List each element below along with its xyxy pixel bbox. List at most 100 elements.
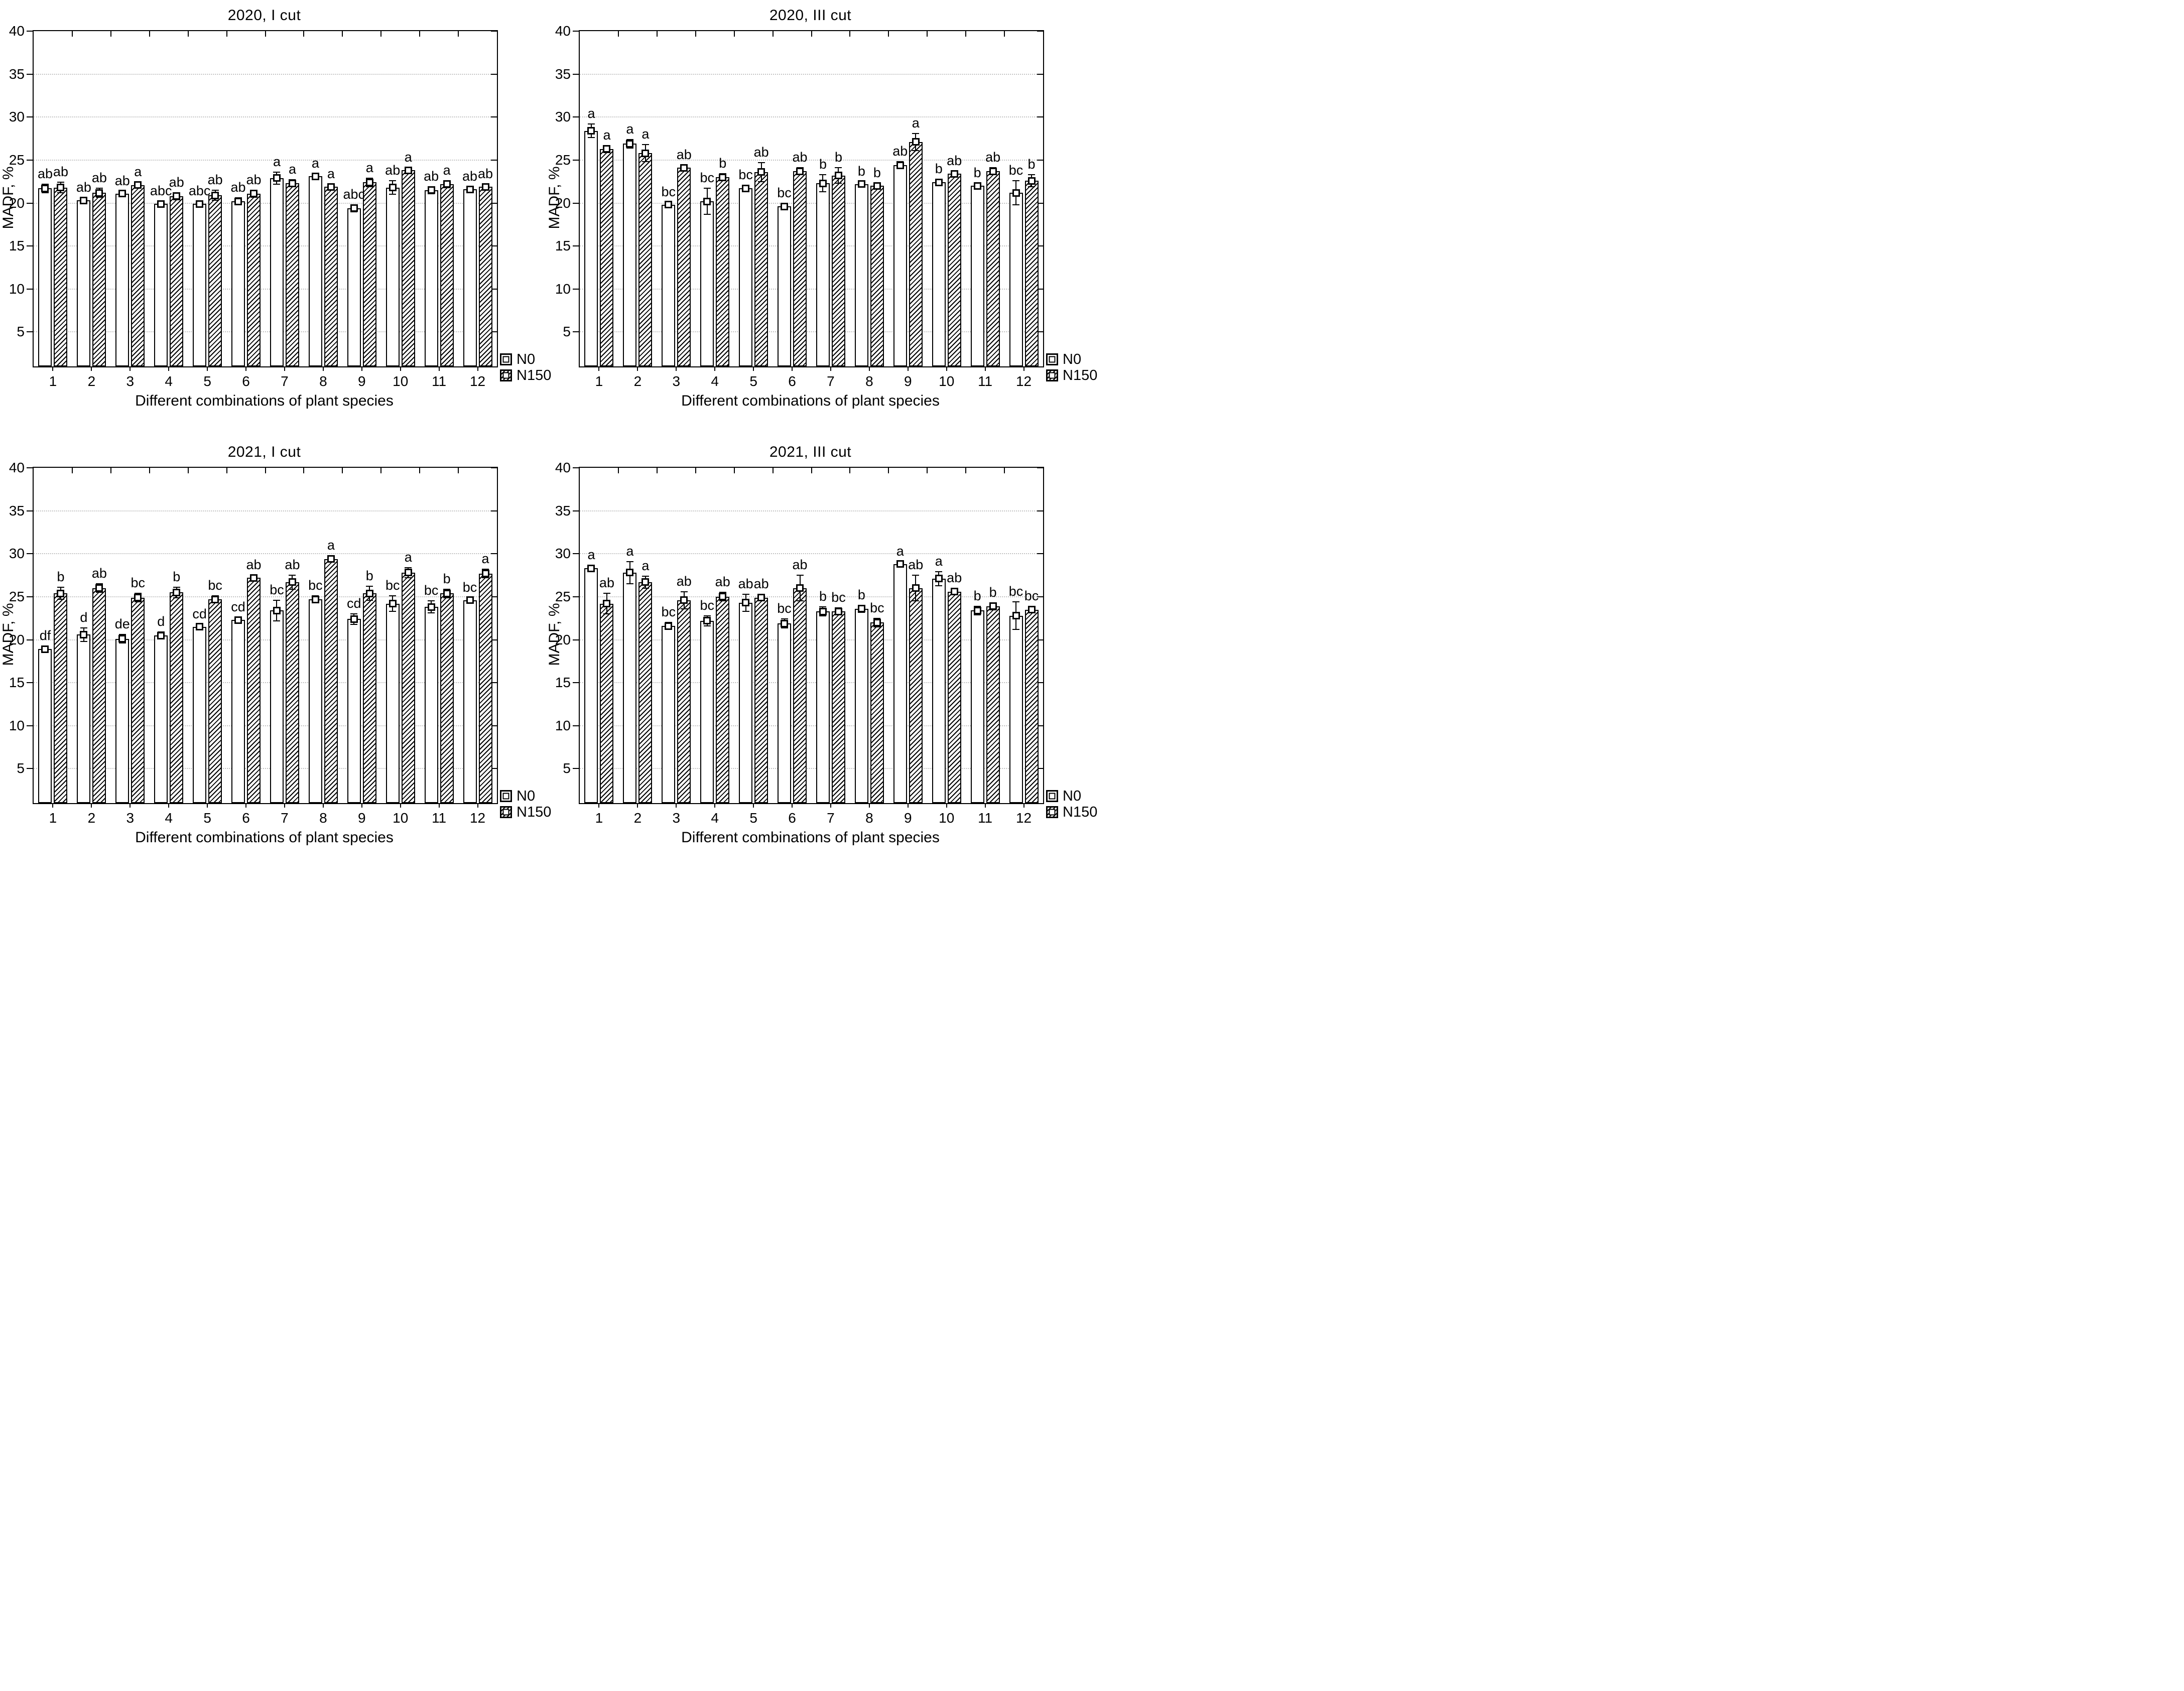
bar-n150 <box>947 174 961 366</box>
top-tick-mark <box>656 468 658 473</box>
y-tick-mark <box>27 331 34 333</box>
y-tick-mark <box>1037 288 1043 290</box>
bar-n150 <box>870 622 884 803</box>
bar-top-marker <box>757 594 765 602</box>
x-tick-label: 4 <box>165 810 173 826</box>
x-tick-label: 12 <box>1015 810 1032 826</box>
bar-n150 <box>831 175 845 366</box>
bar-top-marker <box>365 178 373 186</box>
x-tick-label: 4 <box>165 373 173 389</box>
y-tick-mark <box>491 768 497 769</box>
bar-top-marker <box>427 603 435 611</box>
y-tick-label: 10 <box>9 281 25 297</box>
bar-n150 <box>285 582 299 803</box>
x-tick-label: 10 <box>393 810 409 826</box>
n0-open-square-icon <box>500 790 512 802</box>
y-tick-mark <box>27 159 34 161</box>
x-tick-mark <box>984 366 986 371</box>
error-bar-cap-bottom <box>835 183 842 184</box>
error-bar-cap-bottom <box>1028 186 1036 188</box>
n150-hatched-square-icon <box>1046 369 1058 381</box>
top-tick-mark <box>849 31 851 37</box>
y-tick-mark <box>1037 73 1043 75</box>
x-tick-mark <box>714 803 716 808</box>
top-tick-mark <box>458 31 459 37</box>
significance-letter: ab <box>114 173 130 188</box>
bar-top-marker <box>781 619 789 627</box>
x-tick-label: 12 <box>1015 373 1032 389</box>
bar-n0 <box>115 638 130 803</box>
bar-top-marker <box>95 189 103 197</box>
error-bar-cap-top <box>719 592 726 593</box>
y-tick-label: 25 <box>9 152 25 168</box>
legend-item-n150: N150 <box>500 805 551 819</box>
bar-n0 <box>386 187 400 366</box>
significance-letter: ab <box>53 164 68 180</box>
bar-top-marker <box>481 570 489 578</box>
x-tick-label: 5 <box>749 373 757 389</box>
n150-hatched-square-icon <box>1046 806 1058 818</box>
x-tick-mark <box>168 366 170 371</box>
gridline <box>580 159 1043 161</box>
significance-letter: ab <box>676 573 692 589</box>
y-tick-label: 30 <box>555 546 571 562</box>
bar-n0 <box>308 599 322 803</box>
error-bar-cap-bottom <box>587 137 595 139</box>
bar-top-marker <box>834 172 842 180</box>
bar-n0 <box>193 204 207 366</box>
error-bar-cap-bottom <box>680 608 688 609</box>
significance-letter: ab <box>947 153 962 169</box>
significance-letter: a <box>327 537 335 553</box>
n0-open-square-icon <box>1046 353 1058 365</box>
bar-top-marker <box>404 166 412 174</box>
significance-letter: bc <box>777 601 792 616</box>
error-bar-cap-bottom <box>935 585 943 586</box>
bar-top-marker <box>950 170 958 178</box>
x-tick-mark <box>207 366 208 371</box>
significance-letter: a <box>481 551 489 567</box>
x-tick-mark <box>52 803 54 808</box>
error-bar-cap-top <box>819 174 827 176</box>
significance-letter: a <box>404 150 412 165</box>
error-bar-cap-top <box>626 561 633 562</box>
error-bar-cap-top <box>273 171 281 173</box>
bar-top-marker <box>250 574 258 582</box>
bar-n150 <box>208 195 222 366</box>
y-tick-mark <box>27 31 34 32</box>
gridline <box>580 768 1043 769</box>
error-bar-cap-bottom <box>703 625 711 627</box>
significance-letter: ab <box>246 557 262 573</box>
significance-letter: ab <box>37 166 53 181</box>
bar-top-marker <box>603 145 611 153</box>
bar-n150 <box>600 149 614 366</box>
figure-madf-four-panels: 2020, I cut MADF, % 5 10 15 20 25 30 35 40 1 2 3 4 5… <box>0 0 1097 846</box>
x-tick-label: 11 <box>432 810 447 826</box>
panel-2020-iii-cut: 2020, III cut MADF, % 5 10 15 20 25 30 35 40 1 2 3… <box>546 0 1097 423</box>
bar-top-marker <box>95 584 103 592</box>
significance-letter: b <box>857 163 865 179</box>
y-tick-label: 35 <box>555 502 571 518</box>
x-tick-mark <box>714 366 716 371</box>
bar-n150 <box>208 599 222 803</box>
x-tick-label: 7 <box>827 373 835 389</box>
y-tick-mark <box>27 639 34 640</box>
significance-letter: a <box>404 549 412 565</box>
bar-top-marker <box>466 596 474 604</box>
x-tick-mark <box>245 366 247 371</box>
significance-letter: ab <box>246 172 262 187</box>
legend-label: N0 <box>517 351 536 367</box>
error-bar-cap-bottom <box>57 192 64 193</box>
bar-n150 <box>478 573 492 803</box>
x-tick-label: 3 <box>672 373 681 389</box>
x-tick-label: 2 <box>633 810 642 826</box>
plot-area: 5 10 15 20 25 30 35 40 1 2 3 4 5 6 7 8 9 10 11 12 ab ab ab abc a… <box>9 24 498 389</box>
bar-top-marker <box>118 635 126 643</box>
bar-top-marker <box>950 588 958 596</box>
error-bar-cap-bottom <box>273 620 281 621</box>
bar-top-marker <box>587 564 595 572</box>
x-tick-label: 6 <box>242 373 250 389</box>
error-bar-cap-bottom <box>641 161 649 163</box>
error-bar-cap-bottom <box>173 597 180 598</box>
gridline <box>580 202 1043 204</box>
y-tick-label: 35 <box>9 502 25 518</box>
